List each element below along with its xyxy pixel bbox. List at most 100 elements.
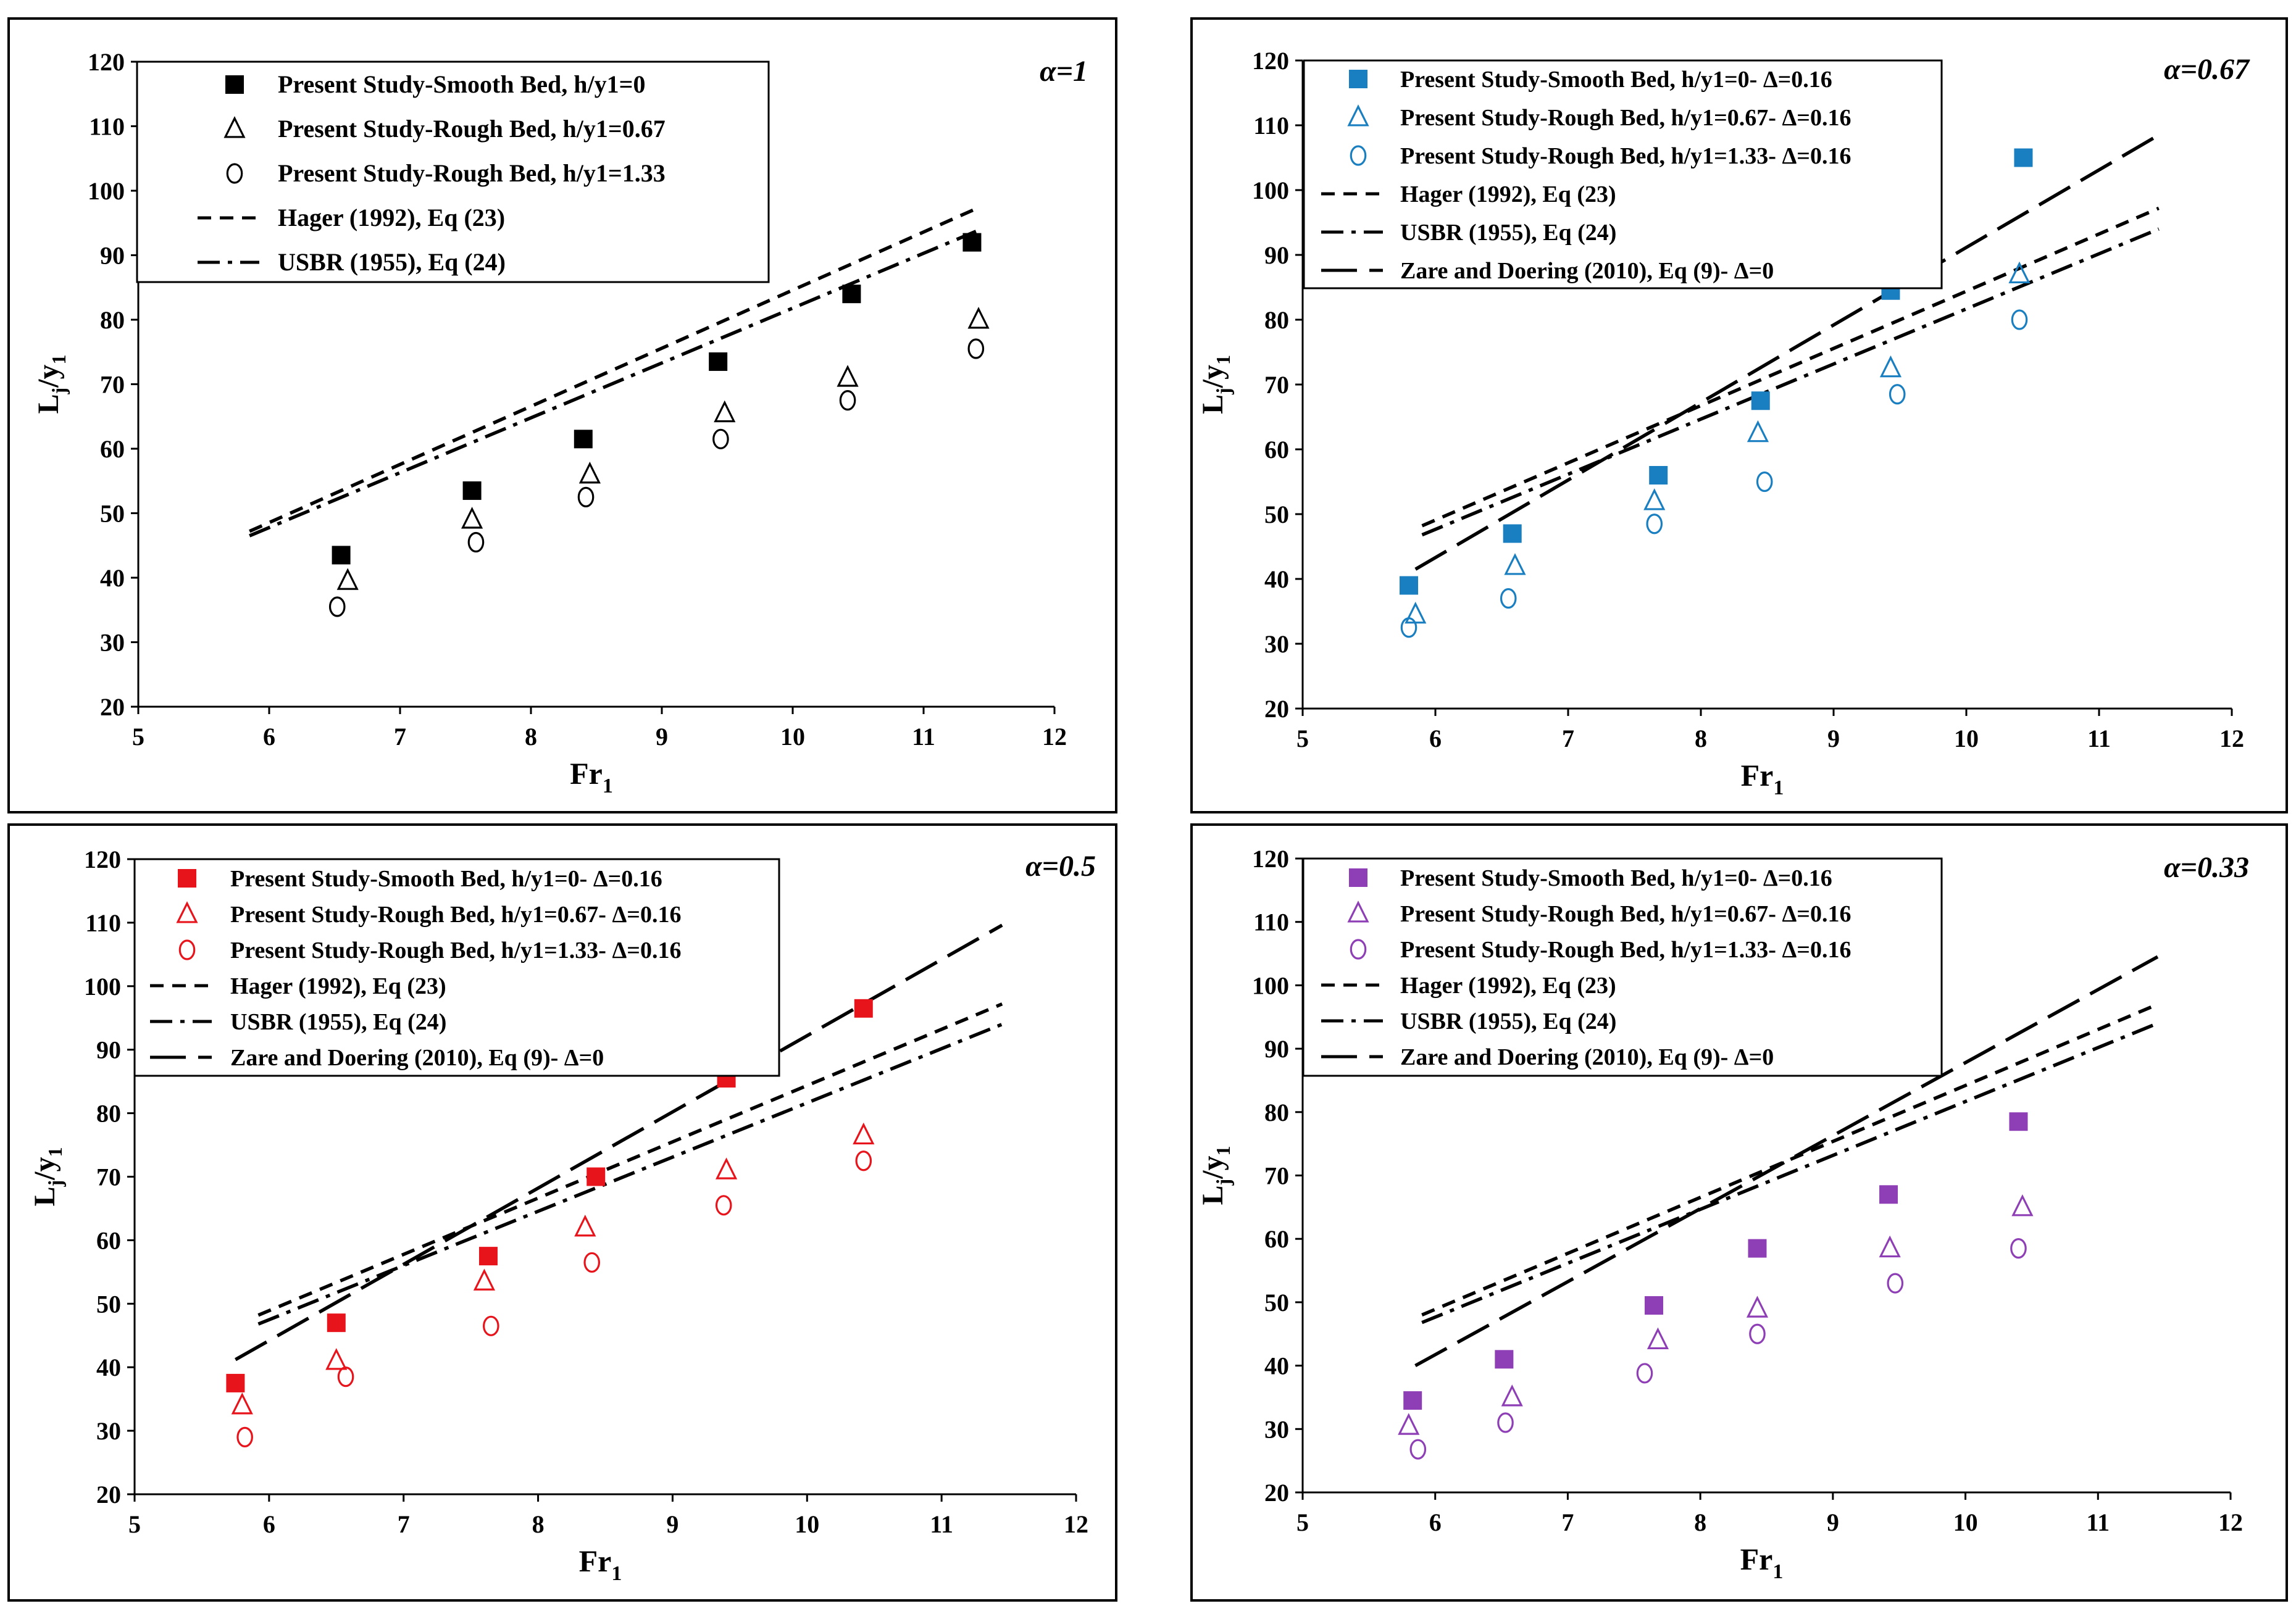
x-tick-label: 8	[1694, 1508, 1706, 1536]
data-point-s0-4	[842, 285, 861, 304]
x-axis-label: Fr1	[1740, 1542, 1784, 1583]
legend-label-5: Zare and Doering (2010), Eq (9)- Δ=0	[1400, 1044, 1774, 1070]
x-tick-label: 5	[1296, 725, 1309, 752]
data-point-s2-4	[715, 1195, 732, 1216]
data-point-s2-4	[1887, 1273, 1904, 1294]
x-axis-label: Fr1	[1741, 758, 1784, 799]
legend-marker-0	[178, 869, 196, 888]
x-axis-label-main: Fr	[579, 1544, 612, 1578]
y-axis-label: Lj/y1	[1196, 1146, 1234, 1205]
data-point-s2-3	[712, 428, 729, 449]
data-point-s0-0	[1403, 1391, 1422, 1410]
y-label-sub-j: j	[44, 1180, 66, 1188]
x-tick-label: 10	[1954, 725, 1979, 752]
data-point-s0-3	[1748, 1239, 1767, 1258]
legend-box	[1303, 59, 1943, 289]
data-point-s1-5	[2008, 261, 2031, 284]
alpha-label: α=0.33	[2164, 851, 2249, 884]
data-point-s1-5	[967, 307, 990, 329]
legend-label-1: Present Study-Rough Bed, h/y1=0.67- Δ=0.…	[1400, 901, 1851, 927]
y-tick-label: 30	[96, 1417, 121, 1445]
data-point-s2-1	[1497, 1412, 1514, 1433]
legend-marker-0	[225, 75, 244, 94]
y-tick-label: 110	[85, 909, 121, 937]
x-axis-label-main: Fr	[570, 756, 603, 791]
y-label-y: /y	[32, 364, 65, 388]
legend-box	[1302, 857, 1943, 1077]
data-point-s0-2	[1649, 466, 1668, 485]
legend-label-3: Hager (1992), Eq (23)	[1400, 973, 1616, 999]
data-point-s2-1	[467, 531, 485, 553]
data-point-s2-0	[1400, 617, 1417, 638]
data-point-s0-1	[327, 1313, 346, 1333]
data-point-s0-0	[1400, 576, 1418, 595]
y-tick-label: 20	[100, 693, 125, 721]
legend-label-2: Present Study-Rough Bed, h/y1=1.33- Δ=0.…	[230, 938, 681, 963]
y-label-L: L	[28, 1186, 61, 1206]
y-tick-label: 20	[1264, 1479, 1289, 1507]
x-tick-label: 8	[532, 1510, 545, 1538]
legend-marker-0	[1349, 868, 1367, 887]
y-tick-label: 100	[88, 177, 125, 205]
legend-marker-1	[1347, 901, 1369, 923]
data-point-s2-5	[2010, 1238, 2027, 1259]
y-label-y: /y	[1196, 365, 1229, 388]
data-point-s2-5	[2011, 309, 2028, 330]
x-tick-label: 7	[394, 723, 406, 751]
x-tick-label: 10	[795, 1510, 819, 1538]
data-point-s0-2	[574, 430, 593, 449]
y-tick-label: 100	[1252, 177, 1289, 204]
y-tick-label: 60	[100, 435, 125, 463]
legend-marker-0	[1349, 70, 1367, 88]
data-point-s2-3	[583, 1252, 601, 1273]
data-point-s2-2	[483, 1315, 499, 1336]
legend-marker-1	[176, 901, 198, 923]
data-point-s2-1	[1500, 588, 1517, 609]
data-point-s1-3	[1747, 420, 1769, 443]
x-tick-label: 6	[263, 723, 275, 751]
x-tick-label: 6	[1429, 725, 1442, 752]
data-point-s2-3	[1756, 471, 1773, 493]
y-tick-label: 90	[96, 1036, 121, 1064]
y-tick-label: 20	[96, 1481, 121, 1508]
x-tick-label: 9	[1827, 1508, 1839, 1536]
y-label-sub-j: j	[48, 388, 70, 395]
x-axis-label-sub: 1	[603, 775, 613, 797]
data-point-s2-0	[328, 596, 346, 617]
x-tick-label: 11	[930, 1510, 953, 1538]
y-tick-label: 50	[96, 1290, 121, 1318]
y-tick-label: 40	[1264, 1352, 1289, 1380]
x-tick-label: 6	[1429, 1508, 1442, 1536]
y-tick-label: 50	[1264, 1289, 1289, 1317]
x-tick-label: 9	[666, 1510, 678, 1538]
data-point-s2-4	[1889, 384, 1906, 405]
data-point-s1-3	[714, 400, 736, 423]
legend-label-4: USBR (1955), Eq (24)	[1400, 220, 1616, 246]
legend-label-0: Present Study-Smooth Bed, h/y1=0- Δ=0.16	[230, 866, 662, 892]
y-tick-label: 110	[1253, 112, 1289, 139]
data-point-s2-3	[1749, 1323, 1766, 1344]
legend-marker-2	[1350, 145, 1367, 166]
y-tick-label: 120	[1252, 845, 1289, 873]
series-line-5	[1414, 955, 2159, 1368]
y-tick-label: 60	[1264, 436, 1289, 464]
series-line-4	[257, 1022, 1003, 1326]
y-label-sub-j: j	[1212, 1179, 1234, 1186]
y-tick-label: 120	[88, 48, 125, 76]
legend-label-0: Present Study-Smooth Bed, h/y1=0- Δ=0.16	[1400, 865, 1832, 891]
legend-marker-1	[1347, 104, 1369, 127]
legend-label-1: Present Study-Rough Bed, h/y1=0.67- Δ=0.…	[230, 902, 681, 928]
x-axis-label: Fr1	[579, 1544, 622, 1585]
alpha-label: α=0.67	[2164, 53, 2250, 86]
legend-label-2: Present Study-Rough Bed, h/y1=1.33- Δ=0.…	[1400, 143, 1851, 169]
data-point-s2-1	[337, 1366, 354, 1387]
data-point-s2-2	[1636, 1363, 1653, 1384]
y-tick-label: 80	[100, 306, 125, 334]
legend-marker-2	[1350, 939, 1367, 960]
data-point-s1-0	[231, 1392, 253, 1415]
y-label-y: /y	[28, 1157, 61, 1180]
y-label-sub-1: 1	[48, 354, 70, 364]
data-point-s0-5	[962, 233, 982, 252]
